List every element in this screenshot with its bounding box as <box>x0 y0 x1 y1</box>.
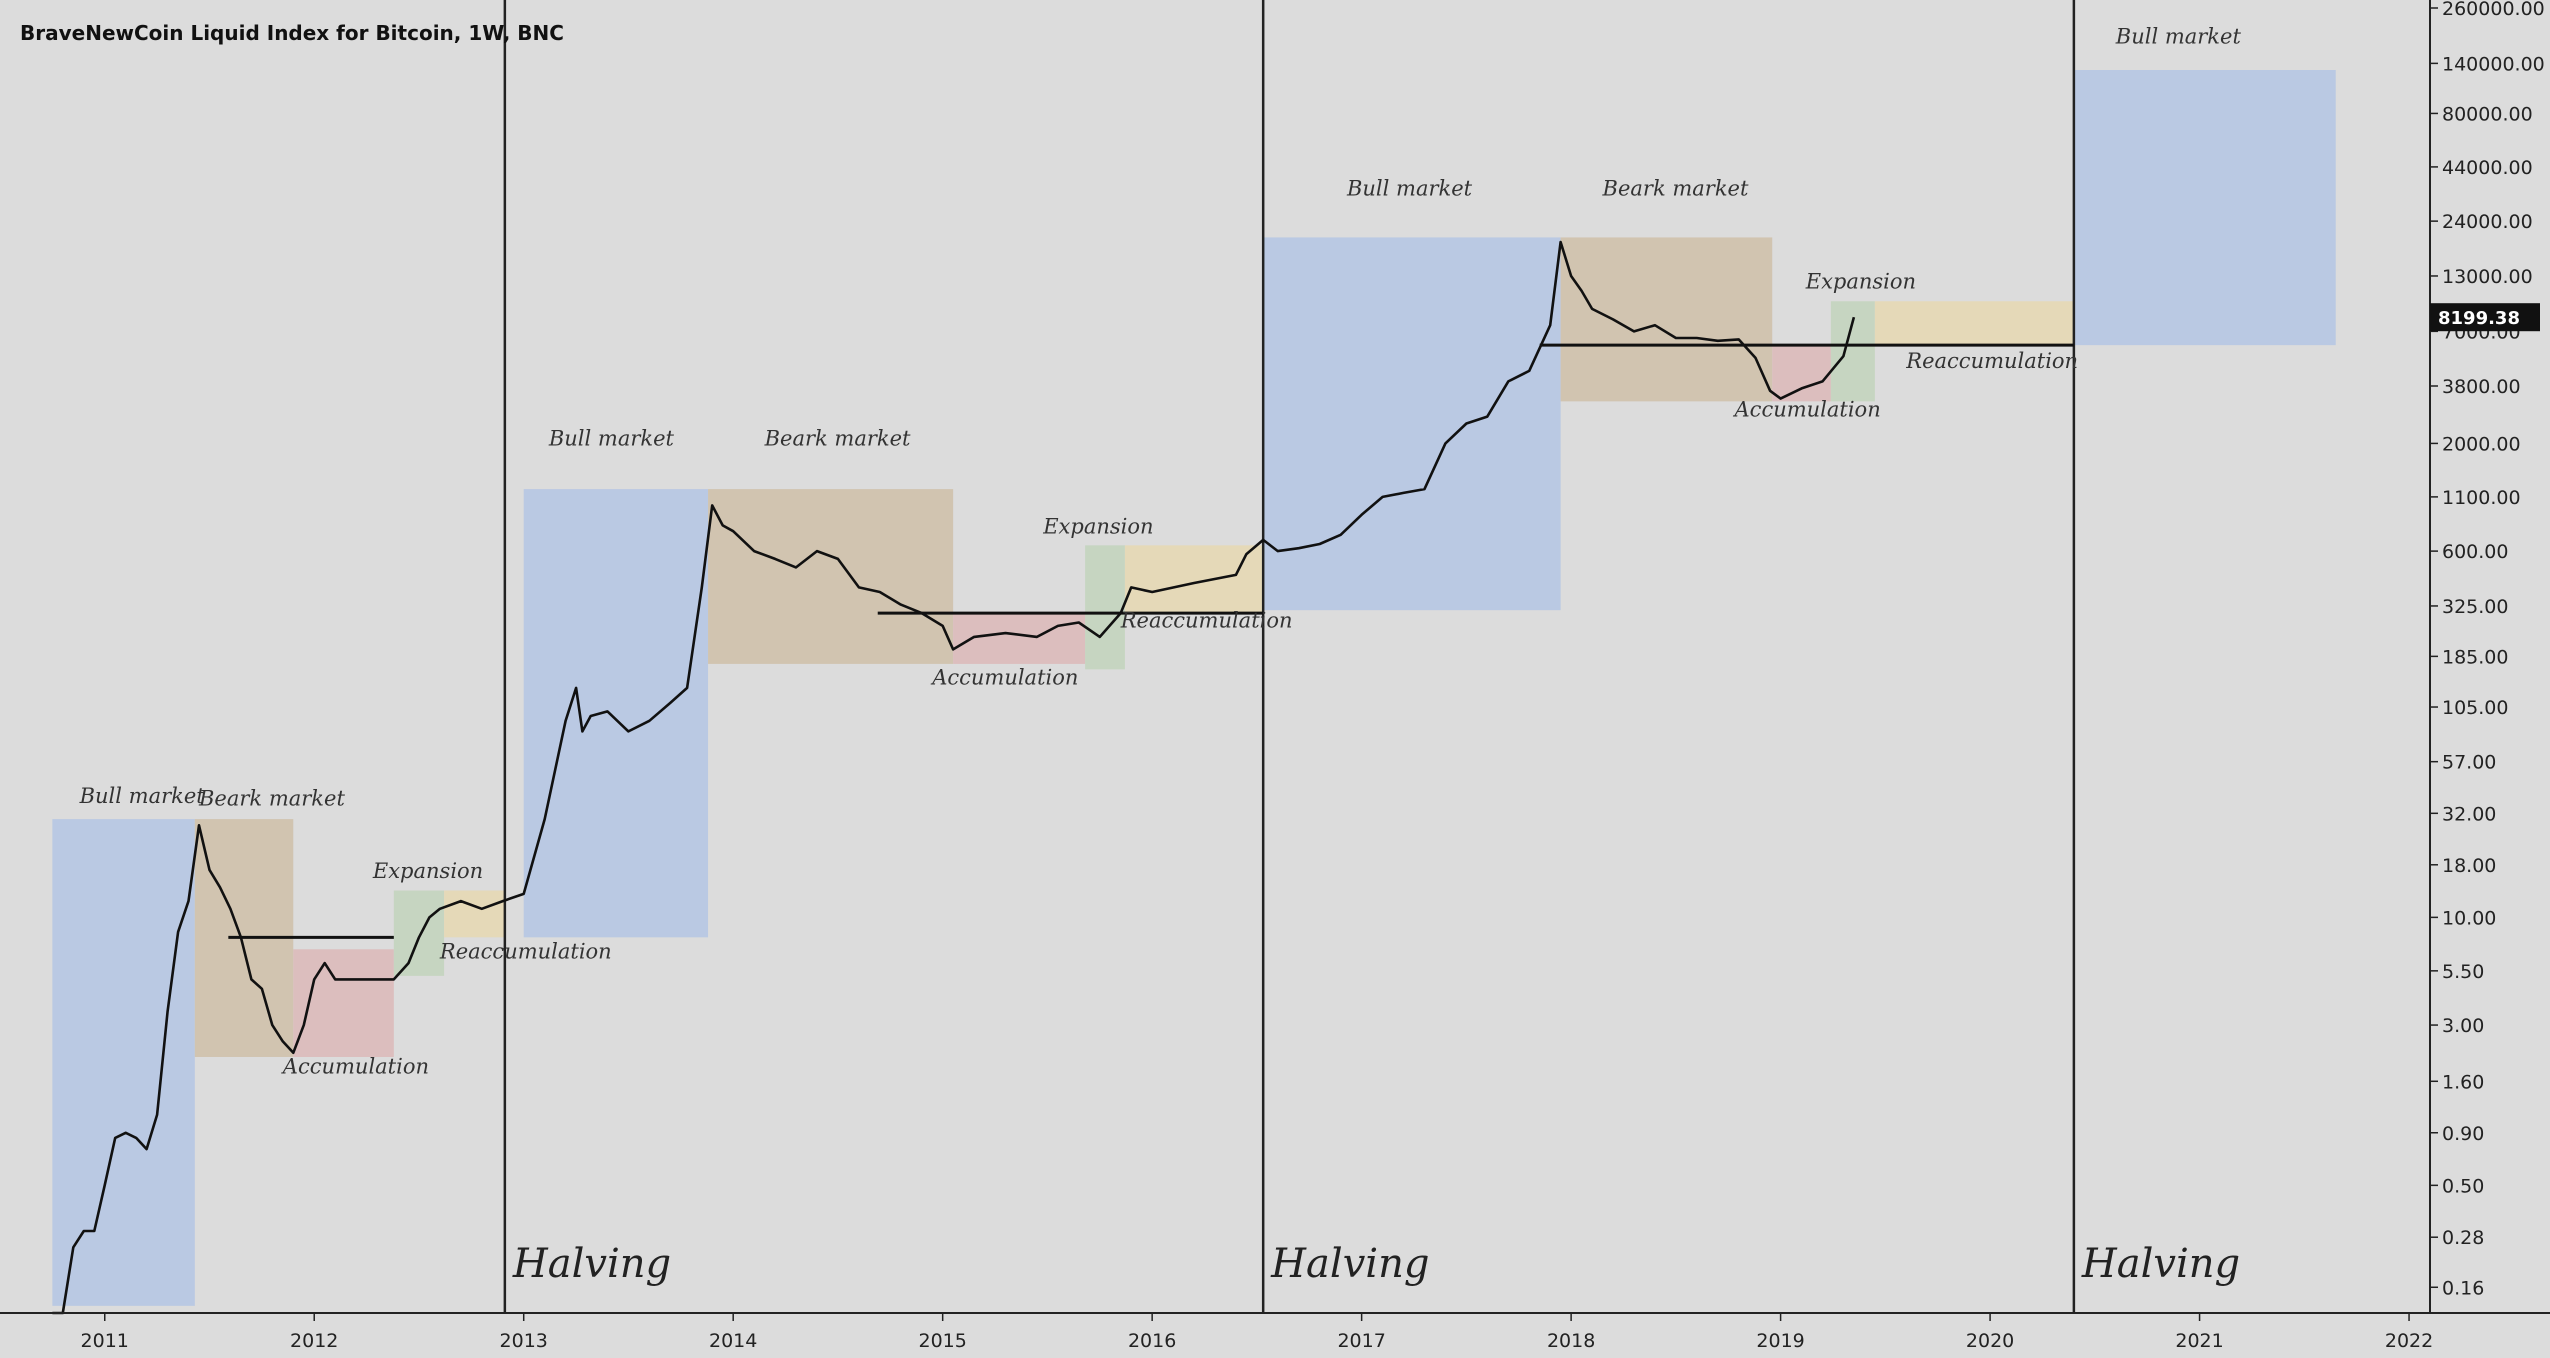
current-price-label: 8199.38 <box>2438 308 2520 329</box>
phase-box-7 <box>953 613 1086 664</box>
y-tick-label-21: 44000.00 <box>2442 157 2533 179</box>
y-tick-label-19: 13000.00 <box>2442 266 2533 288</box>
phase-box-3 <box>393 890 445 976</box>
x-tick-label-4: 2015 <box>918 1330 966 1352</box>
y-tick-label-4: 1.60 <box>2442 1071 2484 1093</box>
x-axis-ticks: 2011 2012 2013 2014 2015 2016 2017 2018 2019 2020… <box>81 1313 2433 1352</box>
price-series-line <box>52 240 1856 1315</box>
phase-box-6 <box>708 489 954 664</box>
y-tick-label-12: 185.00 <box>2442 646 2508 668</box>
annotation-14: Reaccumulation <box>1905 349 2078 373</box>
y-tick-label-23: 140000.00 <box>2442 53 2545 75</box>
y-tick-label-2: 0.50 <box>2442 1175 2484 1197</box>
annotation-3: Expansion <box>372 859 483 883</box>
x-tick-label-1: 2012 <box>290 1330 338 1352</box>
phase-box-11 <box>1560 237 1773 402</box>
annotation-0: Bull market <box>79 784 206 808</box>
annotation-10: Bull market <box>1346 176 1473 200</box>
annotation-1: Beark market <box>198 786 345 810</box>
phase-box-15 <box>2073 70 2336 346</box>
chart-title: BraveNewCoin Liquid Index for Bitcoin, 1… <box>20 21 564 45</box>
annotation-4: Reaccumulation <box>439 940 612 964</box>
annotation-15: Bull market <box>2115 24 2242 48</box>
x-tick-label-2: 2013 <box>500 1330 548 1352</box>
annotation-6: Beark market <box>764 427 911 451</box>
phase-box-0 <box>52 819 195 1306</box>
y-tick-label-17: 3800.00 <box>2442 376 2521 398</box>
phase-box-8 <box>1085 545 1125 670</box>
y-tick-label-22: 80000.00 <box>2442 103 2533 125</box>
phase-box-13 <box>1830 301 1875 402</box>
y-tick-label-15: 1100.00 <box>2442 487 2521 509</box>
y-tick-label-0: 0.16 <box>2442 1277 2484 1299</box>
y-tick-label-6: 5.50 <box>2442 961 2484 983</box>
phase-box-14 <box>1874 301 2074 346</box>
current-price-tag-bg <box>2430 303 2540 332</box>
y-tick-label-10: 57.00 <box>2442 752 2496 774</box>
x-tick-label-0: 2011 <box>81 1330 129 1352</box>
halving-labels: Halving Halving Halving <box>512 1241 2240 1287</box>
x-tick-label-6: 2017 <box>1337 1330 1385 1352</box>
x-tick-label-10: 2021 <box>2175 1330 2223 1352</box>
phase-box-5 <box>523 489 709 938</box>
y-tick-label-16: 2000.00 <box>2442 433 2521 455</box>
support-lines <box>228 343 2074 939</box>
phase-boxes <box>52 70 2336 1306</box>
halving-label-0: Halving <box>512 1241 671 1287</box>
y-tick-label-3: 0.90 <box>2442 1123 2484 1145</box>
annotation-13: Expansion <box>1805 270 1916 294</box>
annotation-7: Accumulation <box>930 666 1078 690</box>
annotation-9: Reaccumulation <box>1120 609 1293 633</box>
phase-box-10 <box>1263 237 1561 611</box>
phase-box-4 <box>444 890 505 938</box>
y-axis-ticks: 0.16 0.28 0.50 0.90 1.60 3.00 5.50 10.00 18.00 32… <box>2430 0 2545 1299</box>
y-tick-label-24: 260000.00 <box>2442 0 2545 20</box>
y-tick-label-13: 325.00 <box>2442 596 2508 618</box>
y-tick-label-11: 105.00 <box>2442 697 2508 719</box>
y-tick-label-7: 10.00 <box>2442 907 2496 929</box>
y-tick-label-1: 0.28 <box>2442 1227 2484 1249</box>
y-tick-label-20: 24000.00 <box>2442 211 2533 233</box>
x-tick-label-11: 2022 <box>2385 1330 2433 1352</box>
halving-label-1: Halving <box>1270 1241 1429 1287</box>
current-price-tag: 8199.38 <box>2430 303 2540 332</box>
y-tick-label-5: 3.00 <box>2442 1015 2484 1037</box>
annotation-2: Accumulation <box>281 1054 429 1078</box>
x-tick-label-7: 2018 <box>1547 1330 1595 1352</box>
annotation-5: Bull market <box>548 427 675 451</box>
y-tick-label-8: 18.00 <box>2442 855 2496 877</box>
phase-box-12 <box>1772 345 1831 402</box>
annotation-12: Accumulation <box>1733 398 1881 422</box>
x-tick-label-9: 2020 <box>1966 1330 2014 1352</box>
halving-label-2: Halving <box>2081 1241 2240 1287</box>
annotation-11: Beark market <box>1602 176 1749 200</box>
x-tick-label-8: 2019 <box>1756 1330 1804 1352</box>
phase-box-9 <box>1124 545 1264 614</box>
annotation-8: Expansion <box>1042 515 1153 539</box>
halving-lines <box>503 0 2076 1313</box>
y-tick-label-14: 600.00 <box>2442 541 2508 563</box>
x-tick-label-3: 2014 <box>709 1330 757 1352</box>
x-tick-label-5: 2016 <box>1128 1330 1176 1352</box>
y-tick-label-9: 32.00 <box>2442 803 2496 825</box>
